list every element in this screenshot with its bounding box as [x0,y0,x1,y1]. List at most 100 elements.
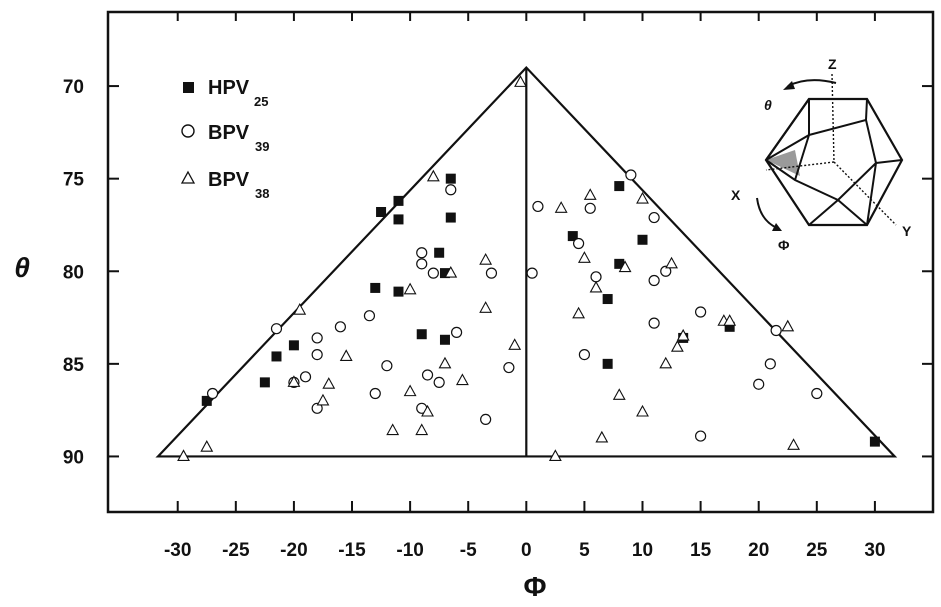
point-bpv39 [770,324,782,337]
legend-marker-filled-square [183,82,194,93]
legend-subscript: 39 [255,139,269,154]
point-bpv38 [659,356,673,369]
legend-item-hpv25: HPV 25 [183,77,268,109]
legend: HPV 25 BPV 39 BPV 38 [180,77,269,201]
point-hpv25 [416,329,427,340]
point-hpv25 [393,286,404,297]
point-hpv25 [259,377,270,388]
point-bpv38 [403,384,417,397]
point-bpv38 [787,438,800,450]
x-tick-label: -15 [338,540,366,561]
x-tick-label: -30 [164,540,191,561]
point-bpv39 [445,184,457,196]
data-points [177,75,880,461]
legend-marker-open-triangle [180,170,196,184]
point-hpv25 [614,181,625,192]
point-bpv39 [270,323,283,335]
legend-label: BPV [208,169,250,191]
x-tick-label: 0 [521,540,532,561]
axis-ticks: -30 -25 -20 -15 -10 -5 0 5 10 15 20 25 30 70 75 80 85 90 [63,12,933,561]
inset-label-x: X [731,187,741,203]
point-bpv38 [386,423,400,436]
legend-item-bpv38: BPV 38 [180,169,269,201]
point-hpv25 [201,395,212,406]
point-bpv38 [479,301,493,313]
y-tick-label: 80 [63,262,84,283]
point-bpv38 [583,188,597,200]
point-bpv38 [293,303,307,315]
theta-arrow-head [783,81,795,90]
point-bpv39 [625,169,637,181]
point-bpv39 [433,376,445,388]
point-bpv39 [311,332,323,344]
legend-label: HPV [208,77,250,99]
x-axis-label: Φ [524,571,547,602]
point-bpv38 [455,373,469,386]
point-hpv25 [288,340,299,351]
point-hpv25 [376,207,387,217]
point-bpv38 [595,430,609,443]
point-bpv39 [648,274,660,287]
legend-label: BPV [208,122,250,144]
point-bpv38 [444,265,458,278]
phi-arrow [756,197,778,229]
point-hpv25 [271,351,282,362]
theta-arrow [787,79,837,87]
point-bpv39 [578,348,591,361]
inset-label-y: Y [902,223,912,239]
point-bpv38 [572,306,586,319]
point-bpv38 [612,388,626,400]
point-hpv25 [439,334,450,345]
point-bpv39 [299,371,312,383]
triangle-outline [155,65,898,458]
point-bpv38 [589,280,603,293]
point-bpv38 [403,282,417,295]
point-hpv25 [724,321,735,332]
x-tick-label: -5 [460,540,477,561]
point-hpv25 [439,268,450,279]
axis-lines [765,73,897,226]
icosahedron-inset: Z θ X Y Φ [731,56,912,253]
point-bpv39 [660,265,672,277]
point-hpv25 [869,436,880,447]
x-tick-label: -10 [396,540,423,561]
point-bpv39 [811,387,823,400]
legend-marker-open-circle [181,124,195,138]
point-bpv38 [636,191,649,204]
point-bpv38 [287,375,301,387]
point-bpv39 [369,387,381,400]
point-bpv38 [781,319,795,332]
point-hpv25 [614,258,625,269]
inset-label-theta: θ [764,97,772,113]
x-tick-label: 30 [864,540,885,561]
point-bpv38 [438,356,452,369]
point-bpv39 [427,267,439,279]
point-bpv38 [577,251,591,263]
point-hpv25 [637,234,648,245]
point-bpv38 [177,449,190,461]
x-tick-label: 25 [806,540,828,561]
point-bpv38 [479,253,493,265]
point-bpv38 [665,256,678,269]
point-bpv39 [572,237,585,250]
icosahedron-edges [765,98,903,226]
point-bpv38 [508,338,522,350]
x-tick-label: 10 [632,540,653,561]
inset-label-phi: Φ [778,237,790,253]
y-axis-label: θ [14,252,30,283]
legend-subscript: 38 [255,186,269,201]
point-bpv39 [764,358,776,370]
legend-item-bpv39: BPV 39 [181,122,269,154]
x-tick-label: 5 [579,540,590,561]
point-hpv25 [434,247,445,258]
point-hpv25 [602,358,613,369]
point-bpv39 [311,402,323,414]
plot-frame [106,10,935,514]
x-tick-label: 15 [690,540,712,561]
legend-subscript: 25 [254,94,268,109]
inset-label-z: Z [828,56,837,72]
point-hpv25 [567,231,578,242]
point-bpv39 [363,310,376,322]
point-bpv39 [526,267,538,279]
